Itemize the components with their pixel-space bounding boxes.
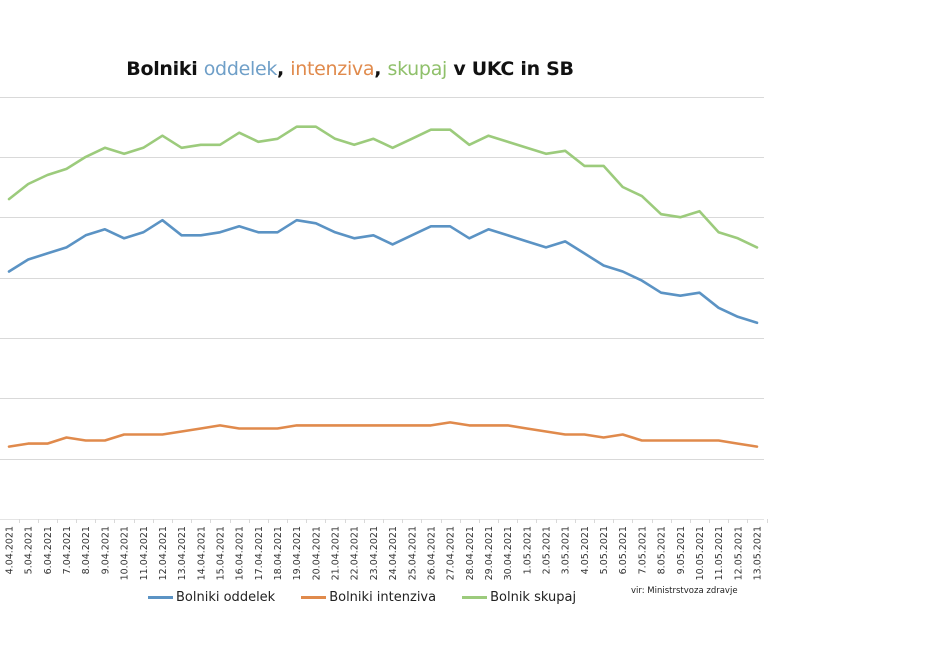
series-line-skupaj	[7, 125, 759, 249]
x-tick-label: 21.04.2021	[331, 526, 342, 580]
x-tick-label: 25.04.2021	[407, 526, 418, 580]
x-tick-label: 20.04.2021	[311, 526, 322, 580]
legend-item-skupaj[interactable]: Bolnik skupaj	[462, 590, 576, 605]
legend-label-intenziva: Bolniki intenziva	[329, 590, 437, 605]
title-part-1: Bolniki	[126, 58, 204, 80]
x-tick-label: 30.04.2021	[503, 526, 514, 580]
x-tick-label: 4.05.2021	[580, 526, 591, 574]
x-tick-label: 5.04.2021	[24, 526, 35, 574]
legend-item-oddelek[interactable]: Bolniki oddelek	[148, 590, 275, 605]
x-tick-label: 7.05.2021	[637, 526, 648, 574]
x-tick-label: 1.05.2021	[522, 526, 533, 574]
x-tick-label: 12.04.2021	[158, 526, 169, 580]
x-tick-label: 2.05.2021	[542, 526, 553, 574]
series-line-oddelek	[7, 218, 759, 325]
legend-swatch-skupaj	[462, 596, 488, 599]
x-tick-label: 11.04.2021	[139, 526, 150, 580]
x-tick-label: 13.04.2021	[177, 526, 188, 580]
x-tick-label: 9.05.2021	[676, 526, 687, 574]
x-tick-labels: 4.04.2021 5.04.2021 6.04.2021 7.04.2021 8.04…	[5, 526, 764, 580]
x-tick-label: 16.04.2021	[235, 526, 246, 580]
x-tick-label: 13.05.2021	[753, 526, 764, 580]
x-tick-label: 4.04.2021	[5, 526, 16, 574]
x-tick-label: 19.04.2021	[292, 526, 303, 580]
x-tick-label: 6.04.2021	[43, 526, 54, 574]
series-line-intenziva	[7, 421, 759, 448]
x-tick-label: 15.04.2021	[215, 526, 226, 580]
chart-title: Bolniki oddelek, intenziva, skupaj v UKC…	[0, 58, 700, 80]
title-part-7: v UKC in SB	[447, 58, 574, 80]
x-tick-label: 10.05.2021	[695, 526, 706, 580]
title-part-5: ,	[374, 58, 388, 80]
x-tick-label: 9.04.2021	[100, 526, 111, 574]
title-part-intenziva: intenziva	[290, 58, 375, 80]
legend-label-oddelek: Bolniki oddelek	[176, 590, 276, 605]
legend: Bolniki oddelek Bolniki intenziva Bolnik…	[148, 590, 576, 605]
title-part-oddelek: oddelek	[203, 58, 278, 80]
source-note: vir: Ministrstvoza zdravje	[631, 586, 738, 596]
x-tick-label: 8.04.2021	[81, 526, 92, 574]
x-tick-label: 14.04.2021	[196, 526, 207, 580]
x-tick-label: 10.04.2021	[120, 526, 131, 580]
x-tick-label: 8.05.2021	[657, 526, 668, 574]
x-tick-label: 26.04.2021	[426, 526, 437, 580]
x-tick-label: 12.05.2021	[733, 526, 744, 580]
x-tick-label: 22.04.2021	[350, 526, 361, 580]
legend-label-skupaj: Bolnik skupaj	[490, 590, 577, 605]
legend-swatch-intenziva	[301, 596, 327, 599]
x-tick-label: 23.04.2021	[369, 526, 380, 580]
x-tick-label: 3.05.2021	[561, 526, 572, 574]
x-tick-label: 5.05.2021	[599, 526, 610, 574]
legend-swatch-oddelek	[148, 596, 173, 599]
gridlines	[0, 97, 768, 523]
x-tick-label: 29.04.2021	[484, 526, 495, 580]
title-part-skupaj: skupaj	[387, 58, 448, 80]
x-tick-label: 17.04.2021	[254, 526, 265, 580]
x-tick-label: 6.05.2021	[618, 526, 629, 574]
x-tick-label: 27.04.2021	[446, 526, 457, 580]
x-tick-label: 18.04.2021	[273, 526, 284, 580]
title-part-3: ,	[277, 58, 291, 80]
legend-item-intenziva[interactable]: Bolniki intenziva	[301, 590, 436, 605]
x-tick-label: 11.05.2021	[714, 526, 725, 580]
x-tick-label: 24.04.2021	[388, 526, 399, 580]
x-tick-label: 28.04.2021	[465, 526, 476, 580]
series-lines	[7, 125, 759, 448]
x-tick-label: 7.04.2021	[62, 526, 73, 574]
